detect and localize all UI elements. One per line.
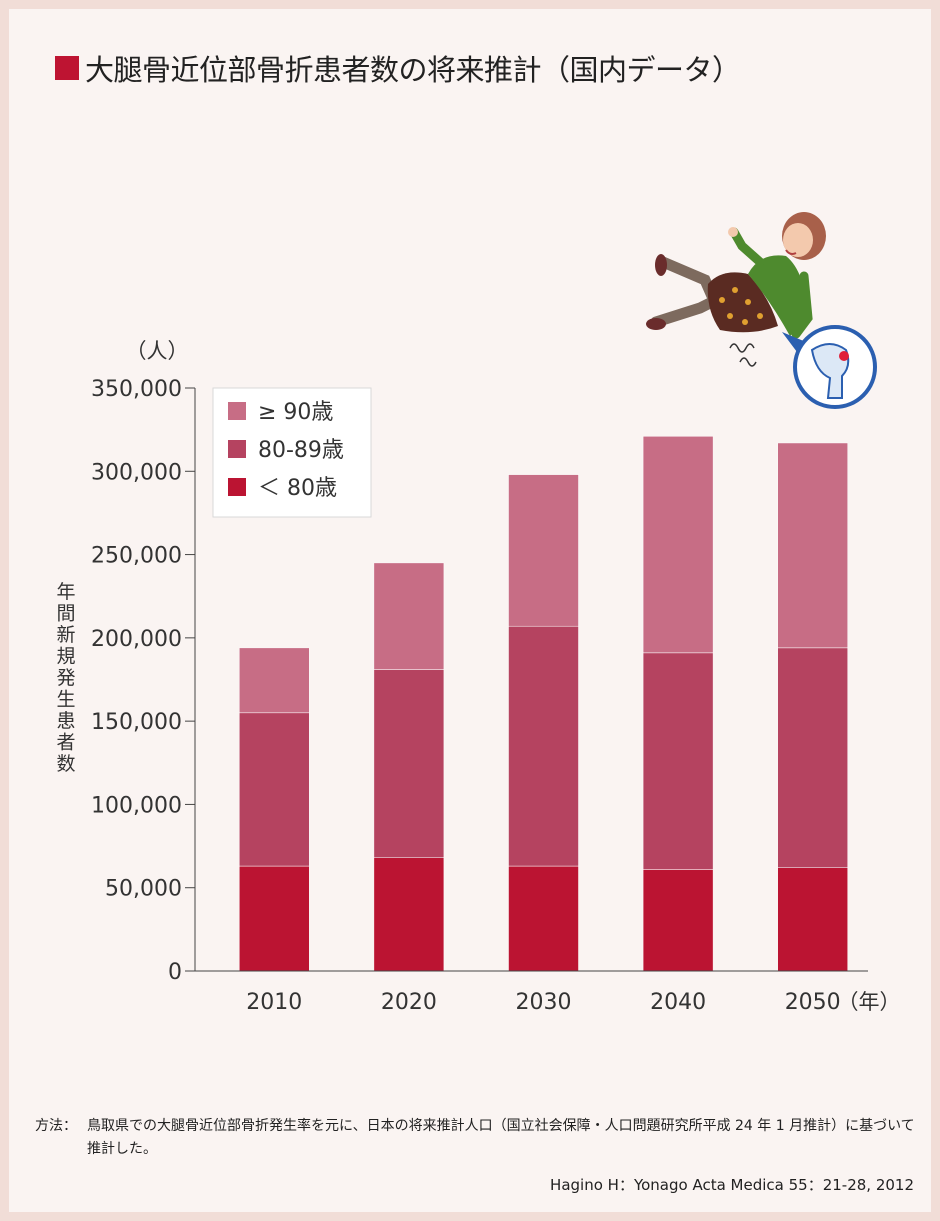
method-footnote: 方法： 鳥取県での大腿骨近位部骨折発生率を元に、日本の将来推計人口（国立社会保障… xyxy=(35,1115,915,1161)
x-tick-label: 2030 xyxy=(516,990,572,1015)
bar-segment-80-89 xyxy=(777,647,848,868)
x-tick-label: 2020 xyxy=(381,990,437,1015)
x-tick-label: 2010 xyxy=(246,990,302,1015)
y-axis-label-char: 年 xyxy=(56,581,75,603)
legend-swatch xyxy=(228,440,246,458)
x-tick-label: 2050 xyxy=(785,990,841,1015)
bar-segment-90-plus xyxy=(777,442,848,649)
legend-label: ＜ 80歳 xyxy=(258,476,337,501)
legend-swatch xyxy=(228,478,246,496)
y-tick-label: 350,000 xyxy=(91,377,182,402)
y-axis-label-char: 間 xyxy=(56,603,75,625)
bar-segment-under-80 xyxy=(777,867,848,972)
y-tick-label: 0 xyxy=(168,960,182,985)
figure-panel xyxy=(9,9,931,1212)
citation: Hagino H：Yonago Acta Medica 55：21-28, 20… xyxy=(550,1176,914,1194)
bar-segment-80-89 xyxy=(508,625,579,867)
legend-swatch xyxy=(228,402,246,420)
y-axis-label-char: 発 xyxy=(56,667,75,689)
bar-segment-under-80 xyxy=(373,857,445,972)
title-marker-square xyxy=(55,56,79,80)
falling-woman-illustration xyxy=(646,212,877,409)
method-text: 鳥取県での大腿骨近位部骨折発生率を元に、日本の将来推計人口（国立社会保障・人口問… xyxy=(87,1118,915,1157)
y-tick-label: 150,000 xyxy=(91,710,182,735)
legend-label: 80-89歳 xyxy=(258,438,344,463)
y-axis-label-char: 者 xyxy=(56,732,75,754)
y-tick-label: 300,000 xyxy=(91,460,182,485)
y-tick-label: 100,000 xyxy=(91,793,182,818)
legend-label: ≥ 90歳 xyxy=(258,400,333,425)
bar-segment-80-89 xyxy=(373,669,445,858)
bar-segment-90-plus xyxy=(373,562,445,670)
y-axis-unit: （人） xyxy=(126,339,189,363)
bar-segment-90-plus xyxy=(239,647,310,714)
x-axis-unit: （年） xyxy=(838,990,901,1014)
bars xyxy=(239,436,848,972)
y-axis-label-char: 数 xyxy=(56,753,75,775)
chart-title: 大腿骨近位部骨折患者数の将来推計（国内データ） xyxy=(55,48,741,88)
bar-segment-under-80 xyxy=(508,865,579,972)
bar-segment-under-80 xyxy=(239,865,310,972)
x-axis: 2010 2020 2030 2040 2050 xyxy=(195,970,868,1015)
chart-title-text: 大腿骨近位部骨折患者数の将来推計（国内データ） xyxy=(85,53,741,87)
y-axis-label-char: 規 xyxy=(56,646,75,668)
y-axis: 0 50,000 100,000 150,000 200,000 250,000 300,0… xyxy=(91,377,196,985)
bar-segment-90-plus xyxy=(508,474,579,627)
bar-segment-80-89 xyxy=(239,712,310,867)
y-tick-label: 250,000 xyxy=(91,544,182,569)
legend: ≥ 90歳 80-89歳 ＜ 80歳 xyxy=(212,387,372,518)
bar-segment-under-80 xyxy=(642,869,714,972)
y-tick-label: 50,000 xyxy=(105,877,182,902)
method-label: 方法： xyxy=(35,1118,77,1134)
y-tick-label: 200,000 xyxy=(91,627,182,652)
x-tick-label: 2040 xyxy=(650,990,706,1015)
y-axis-label-char: 患 xyxy=(56,710,75,732)
y-axis-label-char: 新 xyxy=(56,624,75,646)
bar-segment-80-89 xyxy=(642,652,714,870)
y-axis-label-char: 生 xyxy=(56,689,75,711)
bar-segment-90-plus xyxy=(642,436,714,654)
